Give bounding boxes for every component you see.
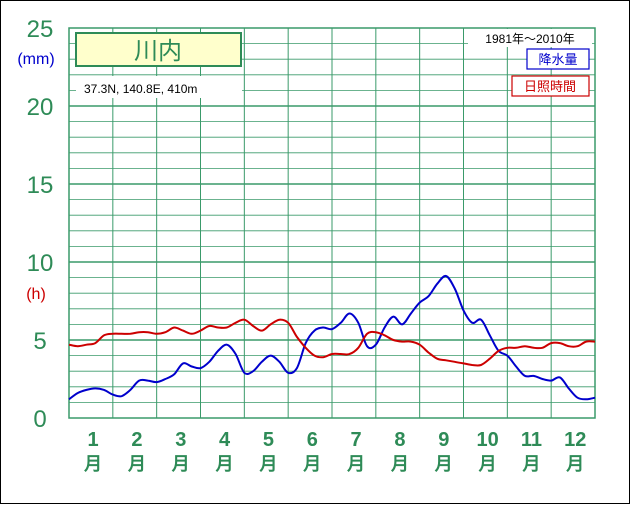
x-tick-unit: 月 (346, 454, 365, 474)
legend-sunshine-box (511, 75, 590, 97)
x-tick-unit: 月 (215, 454, 234, 474)
x-tick-number: 3 (175, 429, 186, 451)
x-tick-unit: 月 (302, 454, 321, 474)
x-tick-number: 9 (438, 429, 449, 451)
x-tick-number: 11 (521, 429, 542, 451)
x-tick-number: 2 (131, 429, 142, 451)
title-box (75, 32, 242, 67)
x-tick-unit: 月 (521, 454, 540, 474)
x-tick-number: 4 (219, 429, 231, 451)
x-tick-number: 5 (263, 429, 274, 451)
location-label: 37.3N, 140.8E, 410m (84, 82, 197, 96)
x-tick-number: 7 (351, 429, 362, 451)
legend-precip-box (526, 48, 590, 70)
y-tick-label: 15 (27, 172, 54, 199)
grid (68, 27, 596, 419)
x-axis: 1 月 2 月 3 月 4 月 5 月 6 月 7 月 8 月 9 月 10 月 11 月 12 月 (83, 429, 586, 474)
chart-title: 川内 (134, 38, 182, 65)
legend-precip-label: 降水量 (538, 52, 577, 67)
y-axis: 0 5 10 15 20 25 (27, 16, 54, 433)
y-tick-label: 0 (33, 406, 46, 433)
sunshine-unit-label: (h) (26, 286, 46, 303)
x-tick-unit: 月 (83, 454, 102, 474)
y-tick-label: 20 (27, 94, 54, 121)
x-tick-unit: 月 (434, 454, 453, 474)
series-group (68, 274, 596, 401)
x-tick-unit: 月 (258, 454, 277, 474)
x-tick-unit: 月 (127, 454, 146, 474)
x-tick-number: 12 (564, 429, 586, 451)
x-tick-number: 8 (394, 429, 405, 451)
y-tick-label: 5 (33, 328, 46, 355)
location-bg (76, 76, 242, 98)
x-tick-unit: 月 (171, 454, 190, 474)
period-label: 1981年〜2010年 (485, 32, 574, 46)
x-tick-unit: 月 (390, 454, 409, 474)
x-tick-unit: 月 (565, 454, 584, 474)
precipitation-line (68, 274, 596, 401)
x-tick-number: 6 (307, 429, 318, 451)
x-tick-number: 1 (88, 429, 99, 451)
x-tick-number: 10 (476, 429, 498, 451)
y-tick-label: 25 (27, 16, 54, 43)
legend-sunshine-label: 日照時間 (524, 79, 576, 94)
sunshine-line (68, 318, 596, 367)
x-tick-unit: 月 (478, 454, 497, 474)
y-tick-label: 10 (27, 250, 54, 277)
period-bg (468, 29, 592, 47)
precip-unit-label: (mm) (17, 51, 54, 68)
